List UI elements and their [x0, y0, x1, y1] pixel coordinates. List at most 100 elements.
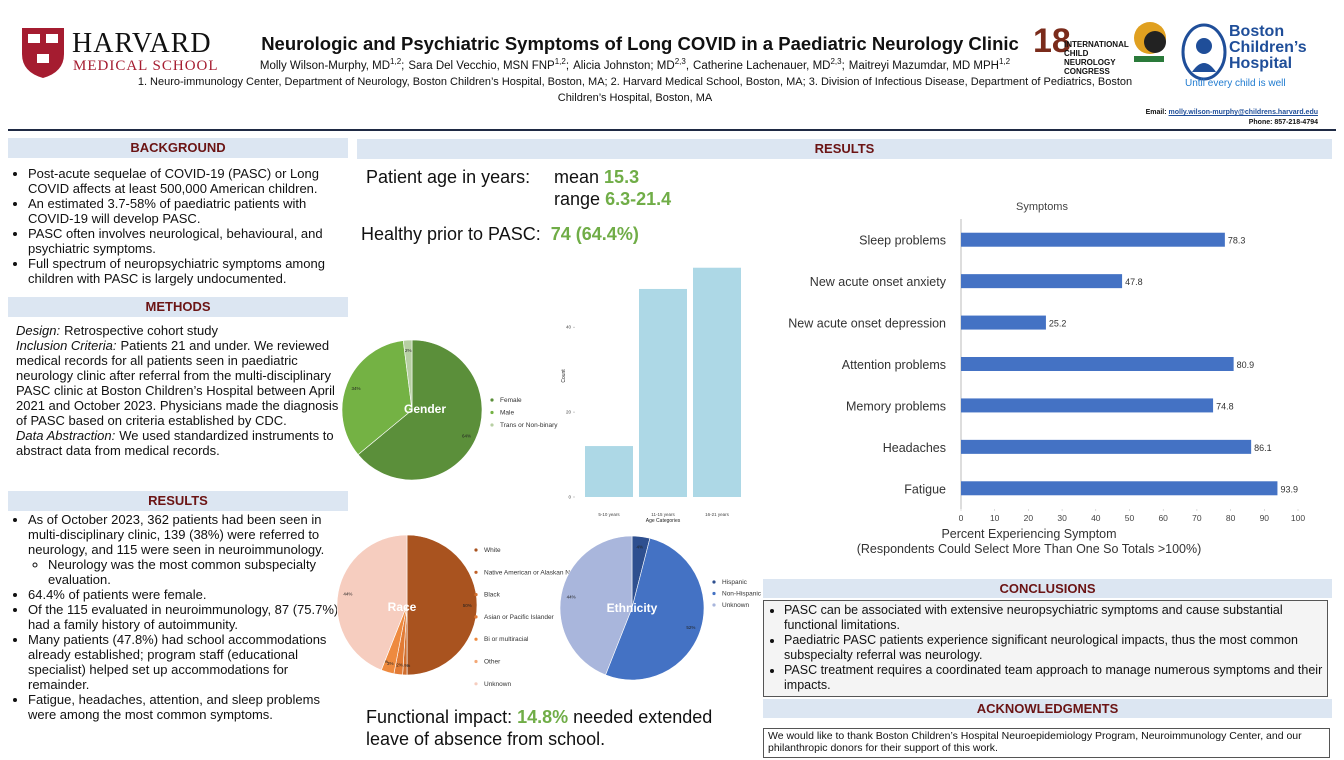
- author-sep: ;: [841, 59, 845, 72]
- section-heading: ACKNOWLEDGMENTS: [763, 699, 1332, 718]
- legend-label: Black: [484, 592, 501, 599]
- bullet: 64.4% of patients were female.: [28, 587, 343, 602]
- pie-title: Gender: [404, 402, 446, 416]
- data-label: 74.8: [1216, 401, 1234, 411]
- sub-bullet: Neurology was the most common subspecial…: [48, 557, 343, 587]
- author-name: Sara Del Vecchio, MSN FNP: [408, 59, 555, 72]
- author-affil: 2,3: [830, 57, 842, 66]
- method-text: We used standardized instruments to abst…: [16, 428, 334, 458]
- category-label: Fatigue: [904, 482, 946, 496]
- functional-label: Functional impact:: [366, 707, 513, 727]
- mean-label: mean: [554, 167, 600, 187]
- legend-swatch: [474, 615, 478, 619]
- pie-title: Race: [388, 600, 417, 614]
- legend-label: Unknown: [722, 602, 749, 609]
- bullet: Paediatric PASC patients experience sign…: [784, 633, 1327, 663]
- slice-label: 64%: [462, 434, 471, 439]
- pie-slice: [341, 340, 413, 456]
- data-label: 93.9: [1280, 484, 1298, 494]
- pie-slice: [406, 534, 478, 676]
- harvard-name: HARVARD: [72, 28, 212, 59]
- method-label: Design:: [16, 323, 61, 338]
- x-tick-label: 10: [990, 513, 1000, 523]
- method-paragraph: Design: Retrospective cohort study: [16, 323, 348, 338]
- legend-label: Native American or Alaskan Native: [484, 569, 584, 576]
- legend-label: Bi or multiracial: [484, 636, 529, 643]
- category-label: New acute onset anxiety: [810, 275, 947, 289]
- category-label: Memory problems: [846, 399, 946, 413]
- category-label: New acute onset depression: [788, 317, 946, 331]
- conclusions-box: PASC can be associated with extensive ne…: [763, 600, 1328, 697]
- range-label: range: [554, 189, 601, 209]
- bullet: Fatigue, headaches, attention, and sleep…: [28, 692, 343, 722]
- range-value: 6.3-21.4: [605, 189, 672, 209]
- slice-label: 2%: [396, 663, 403, 668]
- slice-label: 4%: [637, 545, 644, 550]
- email[interactable]: molly.wilson-murphy@childrens.harvard.ed…: [1168, 109, 1318, 116]
- legend-swatch: [490, 398, 494, 402]
- y-tick-label: 0: [568, 495, 571, 500]
- slice-label: 44%: [567, 594, 576, 599]
- category-label: Sleep problems: [859, 234, 946, 248]
- method-label: Inclusion Criteria:: [16, 338, 117, 353]
- legend-label: Hispanic: [722, 579, 748, 586]
- legend-swatch: [474, 659, 478, 664]
- author-name: Maitreyi Mazumdar, MD MPH: [848, 59, 999, 72]
- legend-label: Unknown: [484, 681, 511, 688]
- slice-label: 50%: [463, 603, 472, 608]
- contact: Email: molly.wilson-murphy@childrens.har…: [1060, 108, 1318, 128]
- legend-swatch: [490, 423, 494, 427]
- legend-swatch: [474, 682, 478, 686]
- y-tick-label: 20: [566, 410, 572, 415]
- title: Neurologic and Psychiatric Symptoms of L…: [261, 33, 1019, 54]
- bar: [961, 481, 1278, 496]
- legend-swatch: [712, 580, 716, 584]
- x-tick-label: 11-15 years: [651, 512, 675, 517]
- author-name: Catherine Lachenauer, MD: [693, 59, 831, 72]
- legend-label: Trans or Non-binary: [500, 422, 558, 429]
- x-tick-label: 70: [1192, 513, 1202, 523]
- method-text: Patients 21 and under. We reviewed medic…: [16, 338, 339, 428]
- harvard-school: MEDICAL SCHOOL: [73, 58, 219, 74]
- legend-label: Male: [500, 410, 514, 417]
- harvard-shield: [22, 28, 64, 78]
- category-label: Attention problems: [842, 358, 946, 372]
- bullet-text: Of the 115 evaluated in neuroimmunology,…: [28, 602, 339, 632]
- section-heading: RESULTS: [357, 139, 1332, 159]
- bullet: PASC treatment requires a coordinated te…: [784, 663, 1327, 693]
- bullet-text: Many patients (47.8%) had school accommo…: [28, 632, 327, 692]
- author-name: Molly Wilson-Murphy, MD: [259, 59, 391, 72]
- legend-swatch: [490, 410, 494, 415]
- bar: [639, 288, 687, 497]
- x-tick-label: 20: [1024, 513, 1034, 523]
- data-label: 78.3: [1228, 236, 1246, 246]
- phone: Phone: 857-218-4794: [1248, 119, 1318, 126]
- data-label: 25.2: [1049, 319, 1067, 329]
- x-tick-label: 40: [1091, 513, 1101, 523]
- y-axis-label: Count: [561, 369, 567, 383]
- slice-label: 3%: [387, 661, 394, 666]
- x-tick-label: 50: [1125, 513, 1135, 523]
- method-text: Retrospective cohort study: [64, 323, 218, 338]
- pie-slice: [559, 535, 633, 676]
- author-sep: ;: [401, 59, 405, 72]
- pie-title: Ethnicity: [607, 601, 658, 615]
- hospital-tagline: Until every child is well: [1185, 78, 1286, 89]
- method-label: Data Abstraction:: [16, 428, 116, 443]
- sub-list: Neurology was the most common subspecial…: [28, 557, 343, 587]
- method-paragraph: Inclusion Criteria: Patients 21 and under…: [16, 338, 348, 428]
- legend-swatch: [474, 593, 478, 597]
- healthy-value: 74 (64.4%): [550, 224, 639, 244]
- legend-label: Other: [484, 659, 501, 666]
- bullet: Post-acute sequelae of COVID-19 (PASC) o…: [28, 166, 348, 196]
- age-range: range 6.3-21.4: [554, 188, 671, 210]
- congress-name: INTERNATIONAL CHILD NEUROLOGY CONGRESS: [1064, 40, 1129, 76]
- email-label: Email:: [1145, 109, 1167, 116]
- section-heading: METHODS: [8, 297, 348, 317]
- bullet: As of October 2023, 362 patients had bee…: [28, 512, 343, 587]
- bullet: Of the 115 evaluated in neuroimmunology,…: [28, 602, 343, 632]
- slice-label: 1%: [402, 663, 409, 668]
- legend-swatch: [712, 591, 716, 596]
- methods-text: Design: Retrospective cohort study Inclusi…: [16, 323, 348, 458]
